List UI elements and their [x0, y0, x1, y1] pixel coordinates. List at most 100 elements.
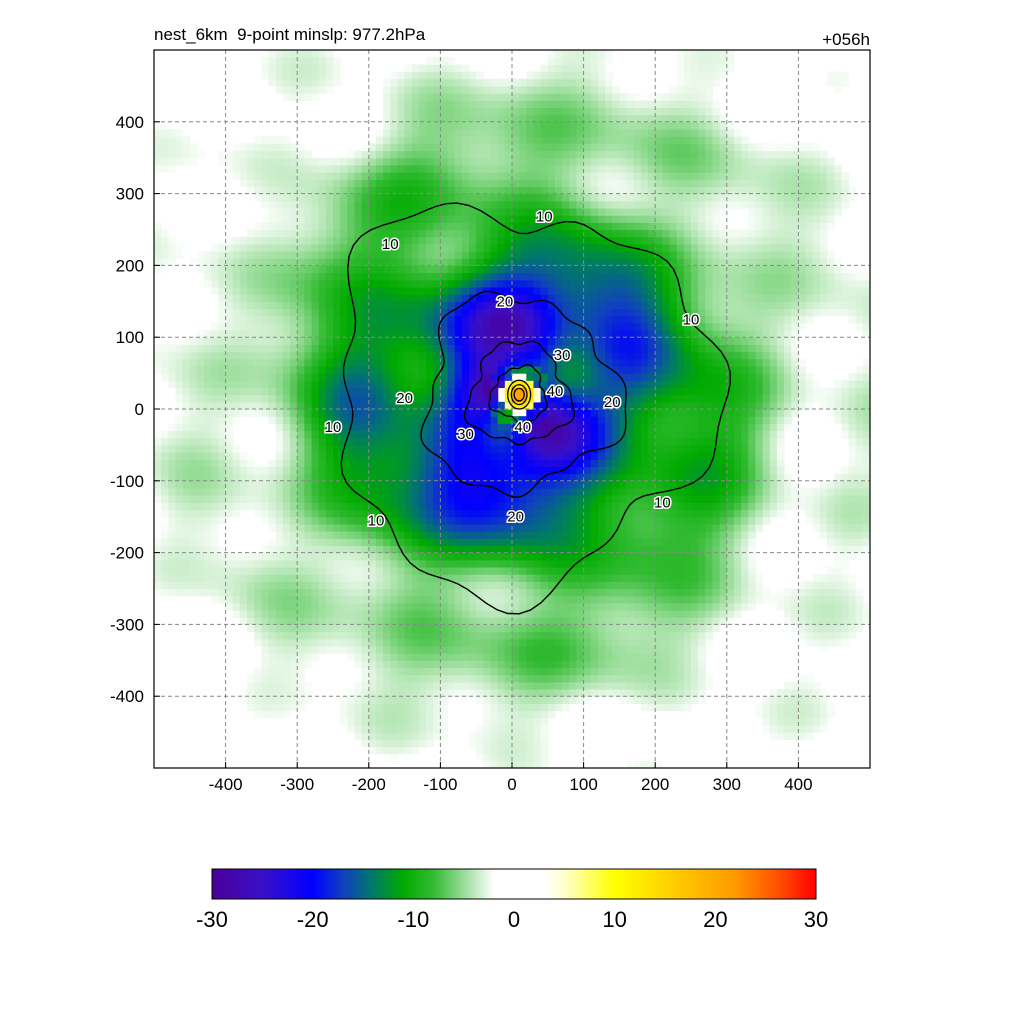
- field-cell: [569, 394, 578, 403]
- field-cell: [512, 243, 520, 252]
- field-cell: [161, 552, 169, 561]
- field-cell: [397, 380, 406, 389]
- field-cell: [275, 631, 284, 640]
- field-cell: [605, 545, 613, 554]
- field-cell: [196, 574, 205, 582]
- field-cell: [483, 330, 492, 338]
- field-cell: [440, 473, 449, 482]
- field-cell: [605, 502, 613, 511]
- field-cell: [340, 574, 348, 582]
- field-cell: [297, 516, 305, 525]
- field-cell: [447, 85, 456, 94]
- field-cell: [383, 136, 391, 144]
- field-cell: [433, 516, 441, 525]
- field-cell: [325, 337, 334, 345]
- field-cell: [597, 674, 606, 683]
- field-cell: [304, 373, 313, 381]
- field-cell: [275, 466, 284, 475]
- field-cell: [461, 229, 470, 238]
- field-cell: [361, 172, 370, 180]
- field-cell: [211, 559, 220, 568]
- field-cell: [375, 251, 384, 259]
- field-cell: [297, 681, 305, 690]
- field-cell: [418, 380, 427, 389]
- field-cell: [512, 193, 520, 202]
- field-cell: [483, 674, 492, 683]
- field-cell: [476, 473, 484, 482]
- field-cell: [311, 523, 320, 532]
- field-cell: [383, 315, 391, 324]
- field-cell: [426, 674, 434, 683]
- field-cell: [297, 487, 305, 496]
- field-cell: [204, 437, 212, 446]
- field-cell: [304, 193, 313, 202]
- field-cell: [297, 552, 305, 561]
- field-cell: [497, 739, 506, 748]
- field-cell: [275, 365, 284, 374]
- field-cell: [576, 430, 585, 439]
- field-cell: [383, 631, 391, 640]
- field-cell: [225, 330, 234, 338]
- field-cell: [461, 258, 470, 266]
- field-cell: [605, 416, 613, 424]
- field-cell: [247, 236, 255, 245]
- field-cell: [297, 186, 305, 195]
- field-cell: [554, 85, 563, 94]
- field-cell: [512, 444, 520, 453]
- field-cell: [583, 294, 592, 302]
- field-cell: [189, 538, 198, 547]
- field-cell: [354, 222, 363, 231]
- field-cell: [375, 272, 384, 281]
- field-cell: [297, 150, 305, 159]
- field-cell: [261, 703, 270, 712]
- field-cell: [175, 538, 184, 547]
- field-cell: [290, 200, 298, 209]
- field-cell: [418, 466, 427, 475]
- field-cell: [290, 294, 298, 302]
- field-cell: [347, 430, 356, 439]
- field-cell: [282, 487, 291, 496]
- field-cell: [182, 394, 191, 403]
- field-cell: [576, 602, 585, 611]
- field-cell: [461, 595, 470, 604]
- field-cell: [547, 509, 556, 518]
- field-cell: [282, 452, 291, 460]
- field-cell: [383, 466, 391, 475]
- field-cell: [397, 128, 406, 137]
- field-cell: [411, 423, 420, 432]
- field-cell: [347, 459, 356, 468]
- field-cell: [562, 703, 570, 712]
- field-cell: [461, 444, 470, 453]
- field-cell: [347, 308, 356, 317]
- field-cell: [304, 344, 313, 353]
- field-cell: [375, 502, 384, 511]
- field-cell: [433, 437, 441, 446]
- field-cell: [268, 545, 277, 554]
- field-cell: [247, 229, 255, 238]
- field-cell: [340, 523, 348, 532]
- field-cell: [182, 566, 191, 575]
- field-cell: [426, 136, 434, 144]
- field-cell: [569, 365, 578, 374]
- field-cell: [554, 689, 563, 697]
- field-cell: [519, 215, 527, 223]
- field-cell: [605, 509, 613, 518]
- field-cell: [261, 243, 270, 252]
- field-cell: [519, 473, 527, 482]
- field-cell: [290, 473, 298, 482]
- field-cell: [562, 624, 570, 633]
- field-cell: [196, 566, 205, 575]
- field-cell: [318, 279, 327, 288]
- field-cell: [282, 200, 291, 209]
- field-cell: [383, 179, 391, 188]
- field-cell: [597, 559, 606, 568]
- field-cell: [562, 574, 570, 582]
- field-cell: [368, 330, 377, 338]
- field-cell: [375, 638, 384, 647]
- field-cell: [168, 538, 177, 547]
- field-cell: [290, 251, 298, 259]
- field-cell: [368, 667, 377, 676]
- field-cell: [361, 164, 370, 173]
- field-cell: [533, 337, 542, 345]
- field-cell: [569, 574, 578, 582]
